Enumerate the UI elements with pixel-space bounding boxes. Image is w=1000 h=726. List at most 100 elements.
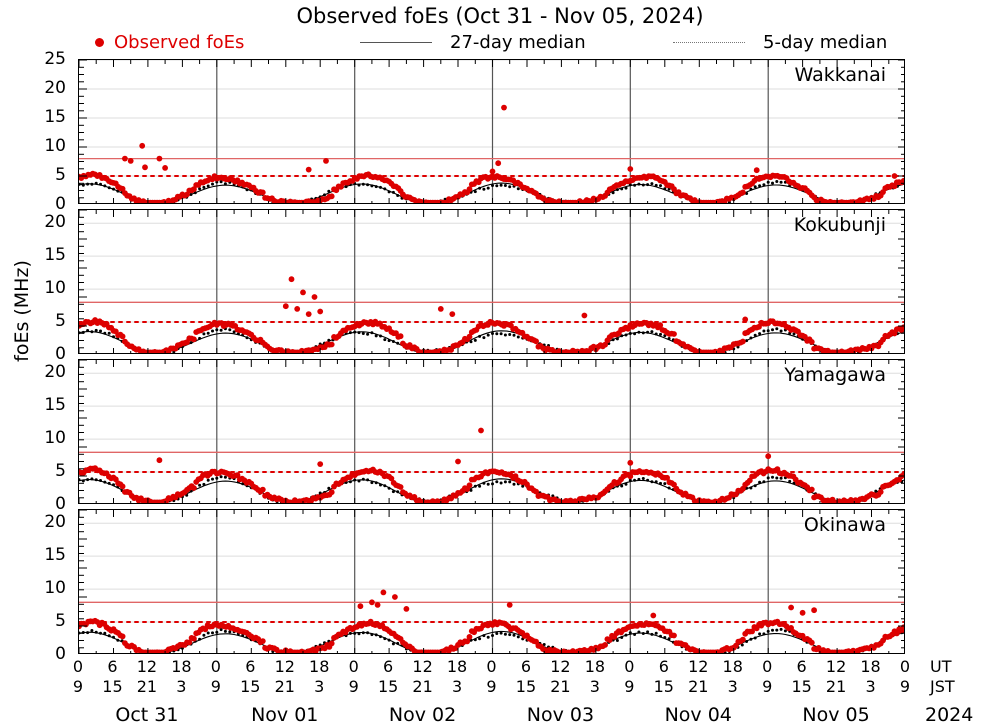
- ut-tick-label: 12: [688, 657, 709, 676]
- day-label: Nov 05: [802, 704, 870, 726]
- station-label-wakkanai: Wakkanai: [794, 64, 887, 86]
- jst-tick-label: 9: [210, 677, 221, 696]
- ut-tick-label: 0: [762, 657, 773, 676]
- panel-kokubunji: Kokubunji: [78, 209, 905, 354]
- jst-tick-label: 21: [550, 677, 571, 696]
- jst-tick-label: 9: [762, 677, 773, 696]
- jst-tick-label: 3: [176, 677, 187, 696]
- y-tick-label: 15: [44, 245, 66, 266]
- jst-tick-label: 9: [486, 677, 497, 696]
- jst-tick-label: 15: [791, 677, 812, 696]
- ut-tick-label: 12: [136, 657, 158, 676]
- jst-tick-label: 15: [240, 677, 261, 696]
- ut-tick-label: 6: [658, 657, 669, 676]
- ut-tick-label: 0: [210, 657, 221, 676]
- ut-tick-label: 18: [584, 657, 606, 676]
- ut-tick-label: 18: [171, 657, 192, 676]
- jst-tick-label: 3: [727, 677, 738, 696]
- station-label-yamagawa: Yamagawa: [784, 364, 886, 386]
- ut-tick-label: 12: [550, 657, 571, 676]
- y-tick-label: 0: [55, 344, 66, 364]
- ut-tick-label: 6: [796, 657, 807, 676]
- panel-yamagawa: Yamagawa: [78, 359, 905, 504]
- panel-plot-area-1: [79, 210, 904, 353]
- jst-axis-label: JST: [930, 677, 955, 696]
- ut-tick-label: 18: [722, 657, 743, 676]
- y-tick-label: 0: [55, 644, 66, 664]
- jst-tick-label: 15: [653, 677, 674, 696]
- y-tick-label: 5: [55, 165, 66, 185]
- ut-tick-label: 12: [274, 657, 295, 676]
- jst-tick-label: 15: [377, 677, 399, 696]
- legend-item-observed: Observed foEs: [95, 30, 244, 54]
- jst-tick-label: 9: [624, 677, 635, 696]
- ut-tick-label: 18: [446, 657, 468, 676]
- y-tick-label: 15: [44, 545, 66, 566]
- ut-tick-label: 0: [72, 657, 84, 676]
- y-tick-label: 10: [44, 428, 66, 449]
- jst-tick-label: 9: [899, 677, 911, 696]
- jst-tick-label: 3: [589, 677, 600, 696]
- y-tick-label: 10: [44, 578, 66, 599]
- y-tick-label: 20: [44, 512, 66, 533]
- panel-wakkanai: Wakkanai: [78, 59, 905, 204]
- y-axis-tick-labels-0: 0 5 10 15 20 25: [0, 49, 72, 214]
- day-label: Nov 02: [388, 704, 457, 726]
- y-tick-label: 10: [44, 278, 66, 299]
- y-tick-label: 0: [55, 194, 66, 214]
- dotted-line-icon: [673, 41, 745, 43]
- ut-tick-label: 0: [899, 657, 911, 676]
- legend-label-median27: 27-day median: [450, 31, 586, 53]
- y-tick-label: 0: [55, 494, 66, 514]
- page-title: Observed foEs (Oct 31 - Nov 05, 2024): [296, 4, 704, 28]
- jst-tick-label: 9: [348, 677, 359, 696]
- ut-tick-label: 6: [383, 657, 394, 676]
- panel-plot-area-3: [79, 510, 904, 653]
- legend-item-median5: 5-day median: [673, 30, 887, 54]
- ut-tick-label: 12: [412, 657, 433, 676]
- ut-axis-label: UT: [930, 657, 952, 676]
- y-tick-label: 20: [44, 78, 66, 98]
- jst-tick-label: 21: [412, 677, 433, 696]
- day-label: Oct 31: [115, 704, 179, 726]
- y-tick-label: 15: [44, 395, 66, 416]
- panel-okinawa: Okinawa: [78, 509, 905, 654]
- y-tick-label: 5: [55, 311, 66, 332]
- ut-tick-label: 6: [520, 657, 532, 676]
- ut-tick-label: 0: [486, 657, 497, 676]
- ut-tick-label: 0: [348, 657, 359, 676]
- station-label-kokubunji: Kokubunji: [793, 214, 886, 236]
- jst-tick-label: 3: [865, 677, 876, 696]
- ut-tick-label: 6: [245, 657, 256, 676]
- y-tick-label: 25: [44, 49, 66, 69]
- observed-marker-icon: [95, 37, 104, 47]
- y-tick-label: 20: [44, 362, 66, 383]
- jst-tick-label: 21: [688, 677, 709, 696]
- station-label-okinawa: Okinawa: [803, 514, 886, 536]
- day-label: Nov 04: [664, 704, 732, 726]
- ut-tick-label: 6: [107, 657, 118, 676]
- jst-tick-label: 15: [515, 677, 537, 696]
- jst-tick-label: 3: [314, 677, 325, 696]
- jst-tick-label: 15: [102, 677, 123, 696]
- ut-tick-label: 18: [860, 657, 881, 676]
- legend-label-observed: Observed foEs: [114, 31, 245, 53]
- y-tick-label: 20: [44, 212, 66, 233]
- y-axis-tick-labels-3: 0 5 10 15 20: [0, 509, 72, 664]
- panel-plot-area-0: [79, 60, 904, 203]
- legend-item-median27: 27-day median: [360, 30, 586, 54]
- year-label: 2024: [925, 704, 974, 726]
- y-axis-tick-labels-1: 0 5 10 15 20: [0, 209, 72, 364]
- ut-tick-label: 18: [309, 657, 330, 676]
- y-tick-label: 10: [44, 136, 66, 156]
- day-label: Nov 03: [526, 704, 595, 726]
- solid-line-icon: [360, 41, 432, 43]
- y-tick-label: 5: [55, 611, 66, 632]
- jst-tick-label: 21: [274, 677, 295, 696]
- ut-tick-label: 12: [825, 657, 847, 676]
- legend: Observed foEs 27-day median 5-day median: [0, 30, 1000, 54]
- jst-tick-label: 3: [451, 677, 463, 696]
- day-label: Nov 01: [251, 704, 319, 726]
- jst-tick-label: 21: [825, 677, 847, 696]
